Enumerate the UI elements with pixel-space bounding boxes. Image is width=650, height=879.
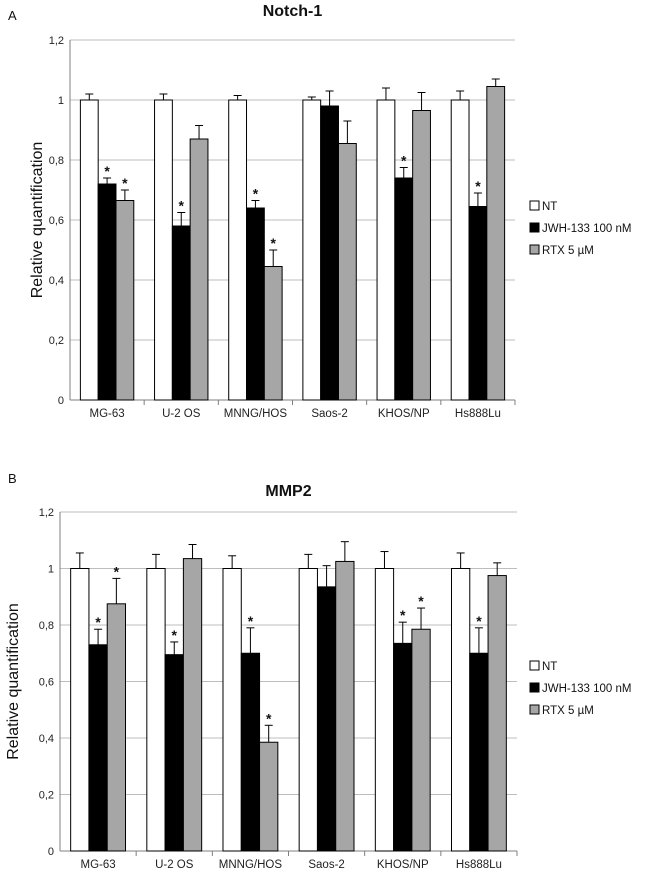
chart-title: MMP2: [265, 483, 311, 500]
significance-star: *: [253, 186, 259, 202]
y-tick-label: 1,2: [39, 507, 54, 519]
legend-swatch: [529, 200, 540, 211]
bar: [302, 99, 322, 401]
bar: [97, 183, 117, 401]
legend-swatch: [529, 704, 540, 715]
bar: [487, 575, 507, 852]
bar: [450, 568, 471, 852]
chart-panel-a: A Notch-1 0 0,2 0,4 0,6 0,8 1 1,2 Relative quanti…: [8, 3, 631, 420]
y-axis-label: Relative quantification: [29, 142, 46, 299]
x-tick-label: U-2 OS: [162, 408, 201, 420]
x-tick-label: Saos-2: [308, 859, 344, 871]
legend-swatch: [529, 660, 540, 671]
bar: [164, 654, 184, 852]
legend-swatch: [529, 244, 540, 255]
legend-label: NT: [542, 201, 557, 213]
legend-label: JWH-133 100 nM: [542, 683, 631, 695]
panel-label: A: [8, 8, 17, 23]
x-tick-label: MG-63: [90, 408, 125, 420]
y-tick-label: 0,2: [49, 335, 64, 347]
significance-star: *: [266, 710, 272, 726]
bar: [376, 99, 396, 401]
bar: [411, 628, 431, 852]
significance-star: *: [475, 178, 481, 194]
significance-star: *: [122, 175, 128, 191]
bar: [316, 586, 337, 852]
bar: [222, 568, 242, 852]
x-tick-label: U-2 OS: [155, 859, 194, 871]
bar: [246, 207, 265, 401]
significance-star: *: [400, 607, 406, 623]
y-tick-label: 1: [48, 564, 54, 576]
legend-label: RTX 5 µM: [542, 245, 594, 257]
chart-panel-b: B MMP2 0 0,2 0,4 0,6 0,8 1 1,2 Relative quantific…: [5, 471, 631, 871]
bar: [88, 644, 108, 852]
bar: [374, 568, 395, 852]
chart-title: Notch-1: [263, 3, 323, 20]
legend-swatch: [529, 682, 540, 693]
panel-label: B: [8, 471, 17, 486]
bar: [146, 568, 166, 852]
legend-label: RTX 5 µM: [542, 705, 594, 717]
bar: [228, 99, 248, 401]
bar: [240, 652, 261, 852]
y-tick-label: 1,2: [49, 35, 64, 47]
significance-star: *: [401, 153, 407, 169]
bar: [450, 99, 470, 401]
bar: [394, 177, 414, 401]
x-tick-label: Hs888Lu: [456, 859, 502, 871]
legend-swatch: [529, 222, 540, 233]
y-tick-label: 0,6: [39, 677, 54, 689]
significance-star: *: [270, 235, 276, 251]
bar: [106, 603, 127, 852]
y-tick-label: 0,4: [39, 733, 54, 745]
significance-star: *: [114, 563, 120, 579]
bar: [320, 105, 339, 401]
significance-star: *: [179, 198, 185, 214]
significance-star: *: [172, 627, 178, 643]
x-tick-label: Saos-2: [311, 408, 347, 420]
y-tick-label: 0,4: [49, 275, 64, 287]
y-axis-label: Relative quantification: [5, 603, 22, 760]
y-tick-label: 0,8: [49, 155, 64, 167]
bar: [171, 225, 191, 401]
legend-label: NT: [542, 661, 557, 673]
y-tick-label: 0,2: [39, 790, 54, 802]
significance-star: *: [476, 613, 482, 629]
bar: [393, 642, 413, 852]
x-tick-label: Hs888Lu: [455, 408, 501, 420]
bar: [70, 568, 90, 852]
x-tick-label: MNNG/HOS: [224, 408, 288, 420]
bar: [335, 560, 355, 852]
bar: [189, 138, 209, 401]
bar: [298, 568, 318, 852]
significance-star: *: [248, 613, 254, 629]
y-tick-label: 0,6: [49, 215, 64, 227]
significance-star: *: [418, 593, 424, 609]
bar: [412, 110, 431, 401]
x-tick-label: MG-63: [81, 859, 116, 871]
y-tick-label: 1: [58, 95, 64, 107]
x-tick-label: KHOS/NP: [378, 408, 430, 420]
bar: [115, 200, 135, 401]
y-tick-label: 0: [58, 395, 64, 407]
bar: [468, 206, 488, 401]
y-tick-label: 0: [48, 846, 54, 858]
bar: [79, 99, 99, 401]
significance-star: *: [104, 163, 110, 179]
bar: [263, 266, 283, 401]
x-tick-label: KHOS/NP: [377, 859, 429, 871]
legend-label: JWH-133 100 nM: [542, 223, 631, 235]
significance-star: *: [95, 614, 101, 630]
bar: [259, 741, 279, 852]
bar: [154, 99, 173, 401]
bar: [469, 652, 489, 852]
x-tick-label: MNNG/HOS: [219, 859, 283, 871]
bar: [182, 558, 203, 852]
y-tick-label: 0,8: [39, 620, 54, 632]
bar: [486, 86, 506, 401]
bar: [337, 143, 357, 401]
